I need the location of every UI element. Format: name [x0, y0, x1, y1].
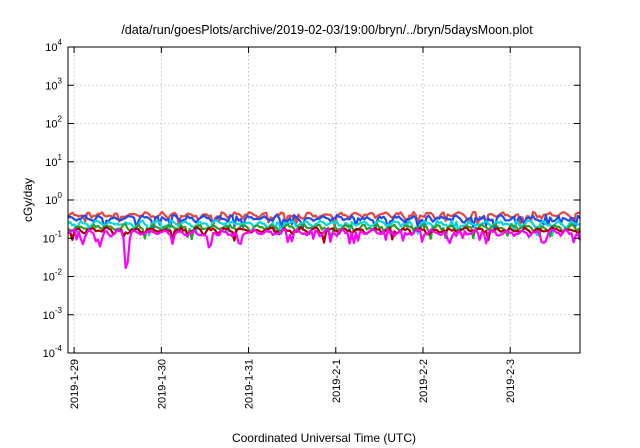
x-tick-label: 2019-2-2	[418, 359, 430, 403]
chart-title: /data/run/goesPlots/archive/2019-02-03/1…	[121, 23, 533, 37]
y-tick-label: 104	[45, 38, 62, 54]
y-tick-label: 10-2	[43, 268, 63, 284]
ticks-layer: 10-4 10-3 10-2 10-1 100 101 102 103 104 2019-1-29…	[43, 38, 580, 409]
y-tick-label: 102	[45, 115, 62, 131]
series-line	[67, 223, 581, 241]
series-line	[67, 228, 582, 270]
y-tick-label: 10-3	[43, 306, 63, 322]
x-tick-label: 2019-2-1	[331, 359, 343, 403]
x-tick-label: 2019-2-3	[505, 359, 517, 403]
y-tick-label: 10-1	[43, 229, 63, 245]
series-line	[67, 210, 581, 228]
x-tick-label: 2019-1-29	[69, 359, 81, 409]
y-tick-label: 103	[45, 76, 62, 92]
y-tick-label: 100	[45, 191, 62, 207]
x-tick-label: 2019-1-30	[156, 359, 168, 409]
y-tick-label: 10-4	[43, 344, 63, 360]
y-axis-label: cGy/day	[21, 178, 35, 222]
x-tick-label: 2019-1-31	[244, 359, 256, 409]
y-tick-label: 101	[45, 153, 62, 169]
series-layer	[67, 210, 582, 270]
grid-layer	[68, 47, 580, 353]
x-axis-label: Coordinated Universal Time (UTC)	[232, 431, 416, 445]
